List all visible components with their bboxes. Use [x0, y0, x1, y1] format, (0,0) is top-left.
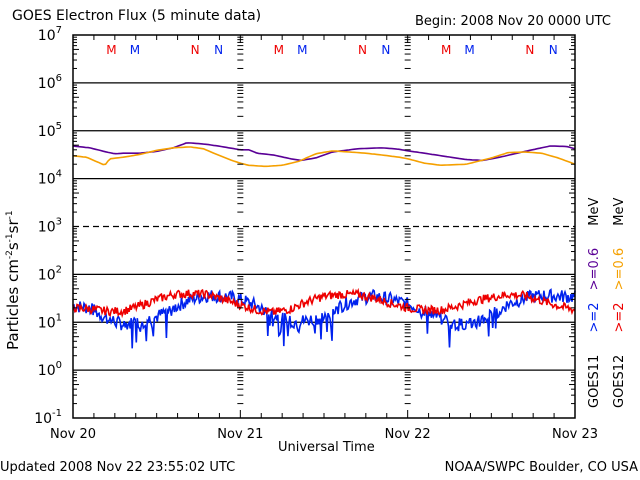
local-time-marker: M	[297, 43, 307, 57]
local-time-marker: M	[130, 43, 140, 57]
y-tick-label: 106	[38, 73, 62, 92]
local-time-marker: N	[549, 43, 558, 57]
x-axis-title: Universal Time	[278, 440, 375, 455]
y-tick-label: 100	[38, 360, 62, 379]
legend-goes11-unit: MeV	[587, 197, 602, 226]
legend-goes12-ch2: >=0.6	[612, 247, 627, 291]
y-tick-label: 105	[38, 121, 62, 140]
local-time-marker: N	[525, 43, 534, 57]
local-time-marker: M	[441, 43, 451, 57]
series-line-goes12-2-mev	[72, 287, 576, 319]
y-tick-exponent: 0	[56, 360, 62, 371]
y-tick-exponent: 5	[56, 121, 62, 132]
grid-layer	[73, 82, 575, 371]
updated-timestamp: Updated 2008 Nov 22 23:55:02 UTC	[0, 460, 236, 475]
local-time-marker: N	[191, 43, 200, 57]
y-tick-label: 107	[38, 25, 62, 44]
legend-goes11-ch2: >=0.6	[587, 247, 602, 291]
y-axis-title: Particles cm-2s-1sr-1	[4, 210, 22, 350]
x-tick-label: Nov 21	[217, 427, 263, 442]
legend-goes11: GOES11 >=2 >=0.6 MeV	[587, 198, 602, 408]
tick-layer	[72, 35, 576, 418]
series-line-goes11-2-mev	[72, 288, 576, 349]
y-tick-exponent: 2	[56, 264, 62, 275]
series-layer	[72, 142, 576, 349]
y-tick-exponent: 1	[56, 312, 62, 323]
x-tick-label: Nov 22	[385, 427, 431, 442]
local-time-marker: N	[214, 43, 223, 57]
local-time-marker: N	[358, 43, 367, 57]
legend-goes11-ch1: >=2	[587, 302, 602, 333]
y-tick-exponent: 3	[56, 217, 62, 228]
local-time-marker: M	[274, 43, 284, 57]
series-line-goes11-0-6-mev	[72, 142, 576, 162]
x-tick-label: Nov 20	[50, 427, 96, 442]
y-tick-label: 102	[38, 264, 62, 283]
y-tick-label: 10-1	[34, 408, 62, 427]
chart-title: GOES Electron Flux (5 minute data)	[12, 8, 262, 24]
y-tick-label: 104	[38, 169, 62, 188]
y-tick-label: 101	[38, 312, 62, 331]
y-tick-exponent: 7	[56, 25, 62, 36]
y-axis-title-text: Particles cm-2s-1sr-1	[4, 210, 22, 350]
begin-time: Begin: 2008 Nov 20 0000 UTC	[415, 14, 611, 29]
legend-goes12: GOES12 >=2 >=0.6 MeV	[612, 198, 627, 408]
x-tick-label: Nov 23	[552, 427, 598, 442]
credit-text: NOAA/SWPC Boulder, CO USA	[444, 460, 638, 475]
legend-goes11-satellite: GOES11	[587, 354, 602, 408]
legend-goes12-satellite: GOES12	[612, 354, 627, 408]
local-time-marker: M	[464, 43, 474, 57]
series-line-goes12-0-6-mev	[72, 146, 576, 168]
y-tick-exponent: 6	[56, 73, 62, 84]
local-time-marker: N	[381, 43, 390, 57]
legend-goes12-unit: MeV	[612, 197, 627, 226]
plot-frame	[72, 34, 576, 419]
y-tick-exponent: -1	[52, 408, 62, 419]
local-time-marker: M	[106, 43, 116, 57]
legend-goes12-ch1: >=2	[612, 302, 627, 333]
y-tick-exponent: 4	[56, 169, 62, 180]
y-tick-label: 103	[38, 217, 62, 236]
